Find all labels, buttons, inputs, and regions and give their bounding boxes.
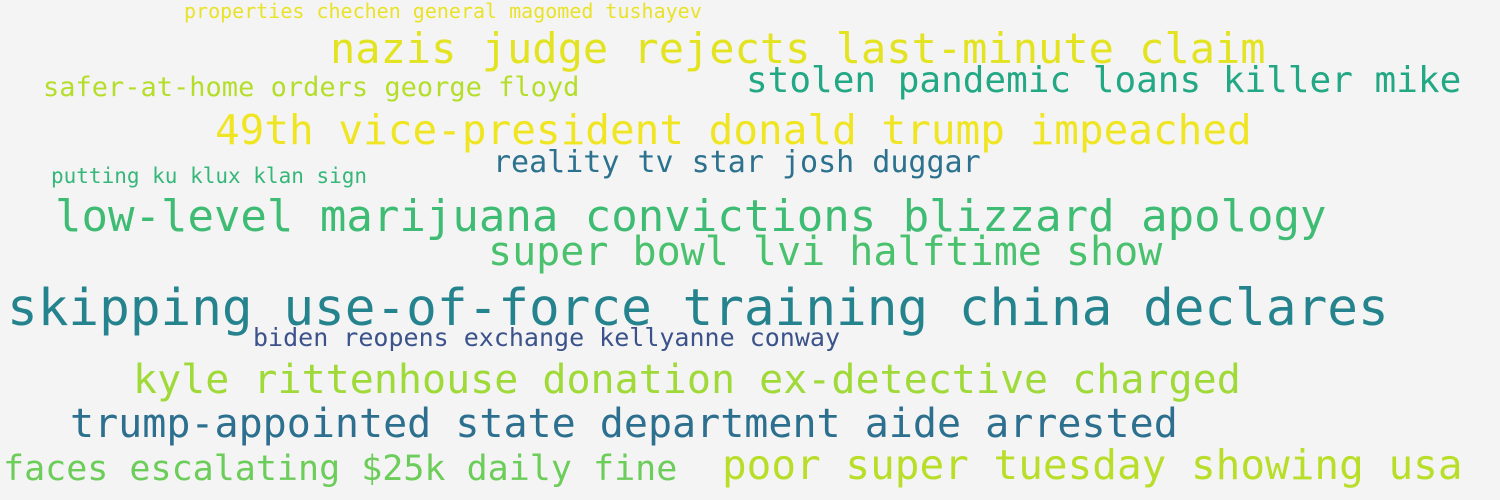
phrase-biden-reopens: biden reopens exchange kellyanne conway: [253, 323, 840, 352]
phrase-daily-fine: faces escalating $25k daily fine: [3, 449, 678, 489]
phrase-judge-rejects: nazis judge rejects last-minute claim: [330, 24, 1266, 73]
phrase-aide-arrested: trump-appointed state department aide ar…: [70, 401, 1178, 447]
phrase-trump-impeached: 49th vice-president donald trump impeach…: [215, 106, 1252, 154]
phrase-rittenhouse-donation: kyle rittenhouse donation ex-detective c…: [133, 357, 1241, 403]
phrase-stolen-pandemic-loans: stolen pandemic loans killer mike: [746, 60, 1462, 101]
phrase-super-bowl-halftime: super bowl lvi halftime show: [488, 229, 1163, 275]
phrase-klan-sign: putting ku klux klan sign: [51, 164, 368, 188]
phrase-use-of-force: skipping use-of-force training china dec…: [7, 279, 1389, 338]
phrase-magomed-tushayev: properties chechen general magomed tusha…: [184, 0, 702, 23]
phrase-safer-at-home: safer-at-home orders george floyd: [43, 72, 580, 103]
phrase-josh-duggar: reality tv star josh duggar: [493, 145, 981, 180]
phrase-marijuana-convictions: low-level marijuana convictions blizzard…: [55, 191, 1327, 242]
phrase-super-tuesday: poor super tuesday showing usa: [722, 441, 1463, 489]
